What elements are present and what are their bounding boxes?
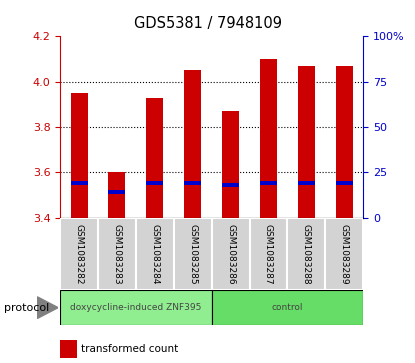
Bar <box>222 111 239 218</box>
Bar <box>60 340 77 358</box>
Bar <box>60 290 212 325</box>
Bar <box>98 218 136 290</box>
Bar <box>298 66 315 218</box>
Bar <box>260 180 277 185</box>
Bar <box>174 218 212 290</box>
Bar <box>136 218 174 290</box>
Bar <box>249 218 287 290</box>
Bar <box>71 180 88 185</box>
Bar <box>298 180 315 185</box>
Bar <box>146 180 164 185</box>
Text: GSM1083287: GSM1083287 <box>264 224 273 285</box>
Bar <box>71 93 88 218</box>
Text: transformed count: transformed count <box>81 344 178 354</box>
Bar <box>108 172 125 218</box>
Text: GSM1083289: GSM1083289 <box>340 224 349 285</box>
Text: protocol: protocol <box>4 303 49 313</box>
Text: GSM1083285: GSM1083285 <box>188 224 197 285</box>
Text: GSM1083284: GSM1083284 <box>150 224 159 284</box>
Bar <box>287 218 325 290</box>
Bar <box>212 218 249 290</box>
Bar <box>212 290 363 325</box>
Bar <box>222 183 239 187</box>
Text: GSM1083286: GSM1083286 <box>226 224 235 285</box>
Text: GSM1083288: GSM1083288 <box>302 224 311 285</box>
Text: doxycycline-induced ZNF395: doxycycline-induced ZNF395 <box>70 303 202 312</box>
Polygon shape <box>37 297 58 318</box>
Bar <box>184 70 201 218</box>
Text: GDS5381 / 7948109: GDS5381 / 7948109 <box>134 16 281 31</box>
Bar <box>336 66 353 218</box>
Bar <box>146 98 164 218</box>
Bar <box>108 189 125 194</box>
Bar <box>325 218 363 290</box>
Bar <box>60 218 98 290</box>
Text: GSM1083282: GSM1083282 <box>75 224 83 284</box>
Bar <box>184 180 201 185</box>
Text: control: control <box>272 303 303 312</box>
Text: GSM1083283: GSM1083283 <box>112 224 122 285</box>
Bar <box>336 180 353 185</box>
Bar <box>260 59 277 218</box>
